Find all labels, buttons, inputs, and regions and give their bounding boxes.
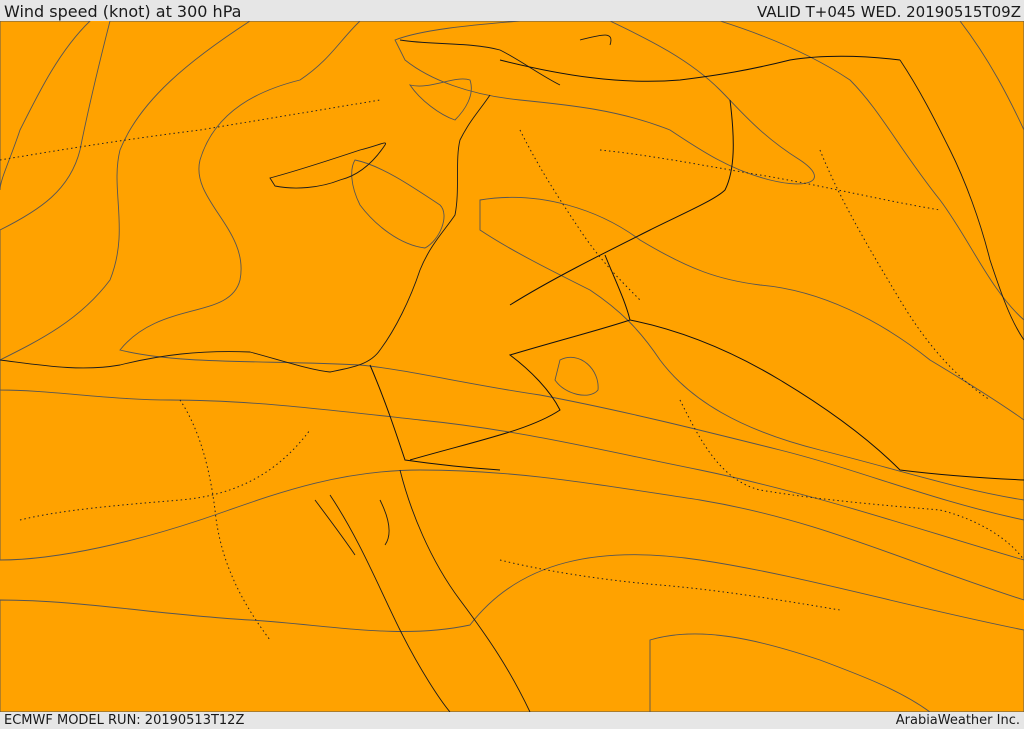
border-solid-2 <box>509 99 734 306</box>
border-dotted-6 <box>179 399 271 641</box>
band-white-north <box>408 78 472 121</box>
coastline-north <box>399 34 612 86</box>
map-title: Wind speed (knot) at 300 hPa <box>4 2 242 21</box>
border-dotted-8 <box>519 129 641 301</box>
border-dotted-5 <box>499 559 841 611</box>
border-solid-4 <box>629 319 1024 481</box>
wind-speed-map <box>0 21 1024 712</box>
border-solid-5 <box>369 364 501 471</box>
band-white <box>351 159 445 249</box>
band-yellow <box>119 21 1024 521</box>
coastline-mediterranean <box>0 94 491 373</box>
band-gold <box>0 21 1024 561</box>
border-solid-3 <box>409 254 631 461</box>
valid-time: VALID T+045 WED. 20190515T09Z <box>756 3 1021 21</box>
band-amber <box>0 21 1024 601</box>
border-dotted-2 <box>599 149 941 211</box>
band-dark-orange-nw <box>0 21 91 191</box>
coastline-cyprus <box>269 142 387 189</box>
band-orange <box>0 21 1024 712</box>
band-red-orange <box>649 633 931 712</box>
band-dark-orange <box>0 554 1024 712</box>
coastline-red-sea <box>329 469 531 712</box>
band-tan-north <box>394 21 815 185</box>
border-dotted-1 <box>0 99 381 161</box>
credit: ArabiaWeather Inc. <box>895 713 1020 728</box>
band-tan-pocket <box>554 356 599 396</box>
model-run: ECMWF MODEL RUN: 20190513T12Z <box>4 713 245 728</box>
coastline-gulf-suez <box>314 499 390 556</box>
border-solid-1 <box>499 55 901 82</box>
coastline-persian-gulf <box>899 59 1024 341</box>
footer-bar: ECMWF MODEL RUN: 20190513T12Z ArabiaWeat… <box>0 712 1024 729</box>
header-bar: Wind speed (knot) at 300 hPa VALID T+045… <box>0 0 1024 21</box>
